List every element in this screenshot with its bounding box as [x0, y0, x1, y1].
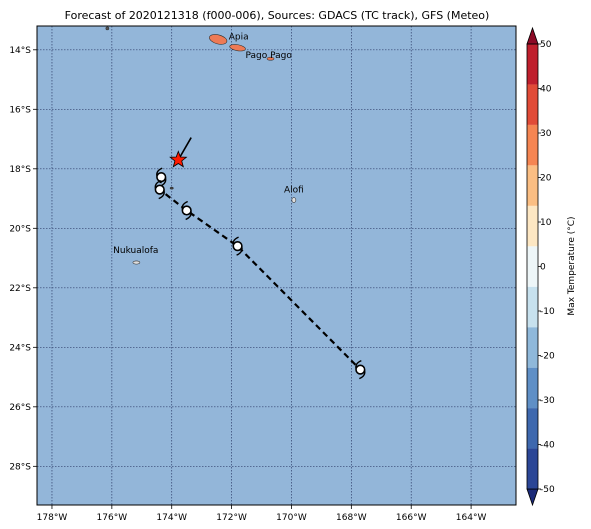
colorbar-ticks: -50 -40 -30 -20 -10 0 10 20 30 40 50: [538, 40, 555, 495]
wallis-island: [105, 26, 110, 31]
place-label: Nukualofa: [113, 246, 158, 256]
tutuila-island: [266, 56, 275, 61]
colorbar-tick-label: -50: [540, 485, 555, 495]
ocean-background: [37, 26, 516, 505]
colorbar-tick-label: 10: [540, 218, 552, 228]
colorbar-segment: [527, 165, 538, 206]
cyclone-symbol-icon: [154, 179, 165, 200]
y-tick-label: 20°S: [9, 224, 31, 234]
colorbar-segment: [527, 44, 538, 85]
cyclone-symbol-icon: [232, 236, 243, 256]
colorbar-tick-label: -30: [540, 396, 555, 406]
cyclone-symbol-icon: [355, 359, 366, 380]
colorbar-segment: [527, 327, 538, 368]
colorbar-tick-label: -40: [540, 441, 555, 451]
graticule: [37, 26, 516, 505]
colorbar-tick-label: 50: [540, 40, 552, 50]
tongatapu-island: [132, 260, 141, 265]
latitude-ticks: 14°S 16°S 18°S 20°S 22°S 24°S 26°S 28°S: [9, 46, 37, 472]
cyclone-track: [154, 137, 366, 380]
colorbar-segment: [527, 205, 538, 247]
y-tick-label: 28°S: [9, 462, 31, 472]
colorbar-segment: [527, 448, 538, 489]
y-tick-label: 24°S: [9, 343, 31, 353]
colorbar-tick-label: 40: [540, 85, 552, 95]
x-tick-label: 168°W: [336, 513, 367, 523]
x-tick-label: 178°W: [37, 513, 68, 523]
colorbar-segments: [526, 26, 539, 507]
upolu-island: [229, 44, 246, 52]
place-label: Pago Pago: [246, 51, 293, 61]
cyclone-symbol-icon: [181, 200, 192, 221]
colorbar-label: Max Temperature (°C): [567, 216, 577, 315]
colorbar-segment: [527, 246, 538, 287]
place-label: Apia: [229, 33, 249, 43]
colorbar-tick-label: 0: [540, 263, 546, 273]
savaii-island: [209, 34, 228, 45]
y-tick-label: 22°S: [9, 284, 31, 294]
map-frame: [36, 25, 517, 506]
colorbar-segment: [527, 367, 538, 409]
colorbar-tick-label: -10: [540, 307, 555, 317]
colorbar-segment: [527, 84, 538, 125]
y-tick-label: 18°S: [9, 165, 31, 175]
cyclone-symbol-icon: [156, 167, 167, 187]
x-tick-label: 172°W: [216, 513, 247, 523]
niue-island: [291, 197, 297, 203]
x-tick-label: 164°W: [456, 513, 487, 523]
x-tick-label: 166°W: [396, 513, 427, 523]
colorbar-segment: [527, 124, 538, 166]
colorbar: -50 -40 -30 -20 -10 0 10 20 30 40 50 Max Temperatu…: [526, 26, 577, 507]
colorbar-tick-label: 20: [540, 174, 552, 184]
islands: [105, 26, 297, 265]
place-labels: Apia Pago Pago Alofi Nukualofa: [113, 33, 304, 256]
colorbar-extend-min: [526, 488, 539, 507]
y-tick-label: 16°S: [9, 105, 31, 115]
haapai-island: [169, 186, 174, 190]
figure-title: Forecast of 2020121318 (f000-006), Sourc…: [65, 9, 490, 22]
x-tick-label: 174°W: [156, 513, 187, 523]
colorbar-tick-label: -20: [540, 352, 555, 362]
colorbar-extend-max: [526, 26, 539, 45]
place-label: Alofi: [284, 185, 304, 195]
colorbar-segment: [527, 286, 538, 328]
longitude-ticks: 178°W 176°W 174°W 172°W 170°W 168°W 166°W 164°W: [37, 505, 487, 523]
current-position-star-icon: [169, 150, 188, 168]
colorbar-segment: [527, 408, 538, 449]
y-tick-label: 26°S: [9, 403, 31, 413]
y-tick-label: 14°S: [9, 46, 31, 56]
x-tick-label: 176°W: [97, 513, 128, 523]
colorbar-tick-label: 30: [540, 129, 552, 139]
x-tick-label: 170°W: [276, 513, 307, 523]
